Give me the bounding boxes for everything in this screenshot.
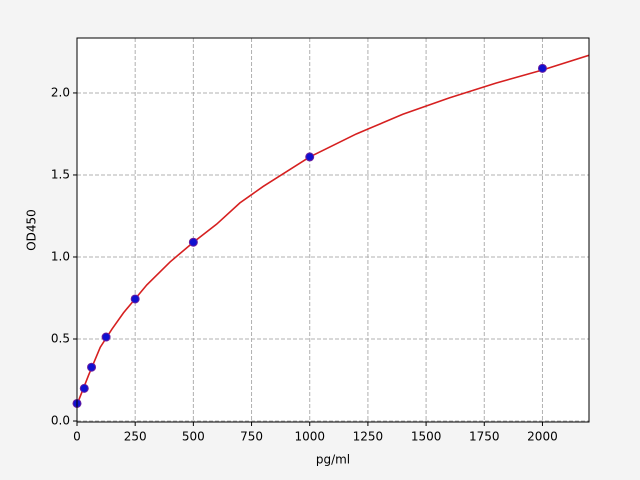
x-tick-label: 750 <box>240 430 263 444</box>
fit-curve <box>77 54 589 405</box>
y-axis-label: OD450 <box>25 209 39 251</box>
data-point <box>101 332 111 342</box>
data-point <box>79 383 89 393</box>
x-tick-label: 1000 <box>294 430 325 444</box>
x-tick-label: 1500 <box>411 430 442 444</box>
x-tick-label: 0 <box>73 430 81 444</box>
x-tick-label: 250 <box>124 430 147 444</box>
data-point <box>537 63 547 73</box>
y-tick-label: 0.0 <box>51 414 70 428</box>
y-tick-label: 0.5 <box>51 331 70 345</box>
x-tick-label: 1250 <box>353 430 384 444</box>
x-axis-label: pg/ml <box>316 453 350 467</box>
y-tick-label: 1.0 <box>51 249 70 263</box>
plot-area <box>77 38 589 422</box>
data-point <box>130 294 140 304</box>
plot-frame <box>76 37 590 423</box>
data-point <box>305 152 315 162</box>
y-tick-label: 1.5 <box>51 167 70 181</box>
x-tick-label: 2000 <box>527 430 558 444</box>
data-point <box>87 362 97 372</box>
x-tick-label: 500 <box>182 430 205 444</box>
y-tick-label: 2.0 <box>51 85 70 99</box>
data-point <box>188 237 198 247</box>
x-tick-label: 1750 <box>469 430 500 444</box>
